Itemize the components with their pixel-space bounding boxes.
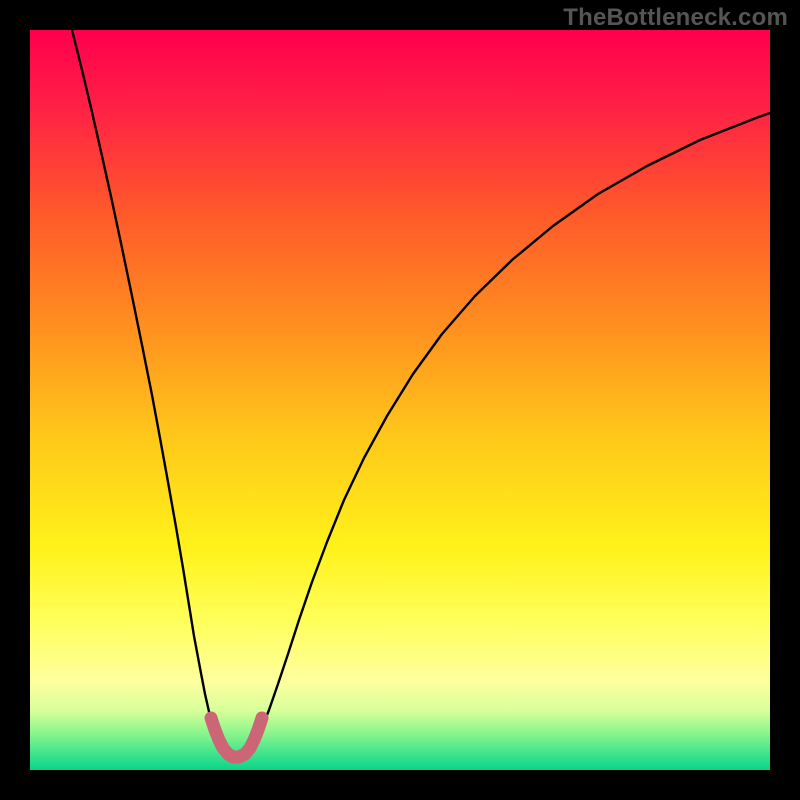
watermark-text: TheBottleneck.com	[563, 4, 788, 32]
figure-root: TheBottleneck.com	[0, 0, 800, 800]
plot-background	[30, 30, 770, 770]
plot-svg	[0, 0, 800, 800]
